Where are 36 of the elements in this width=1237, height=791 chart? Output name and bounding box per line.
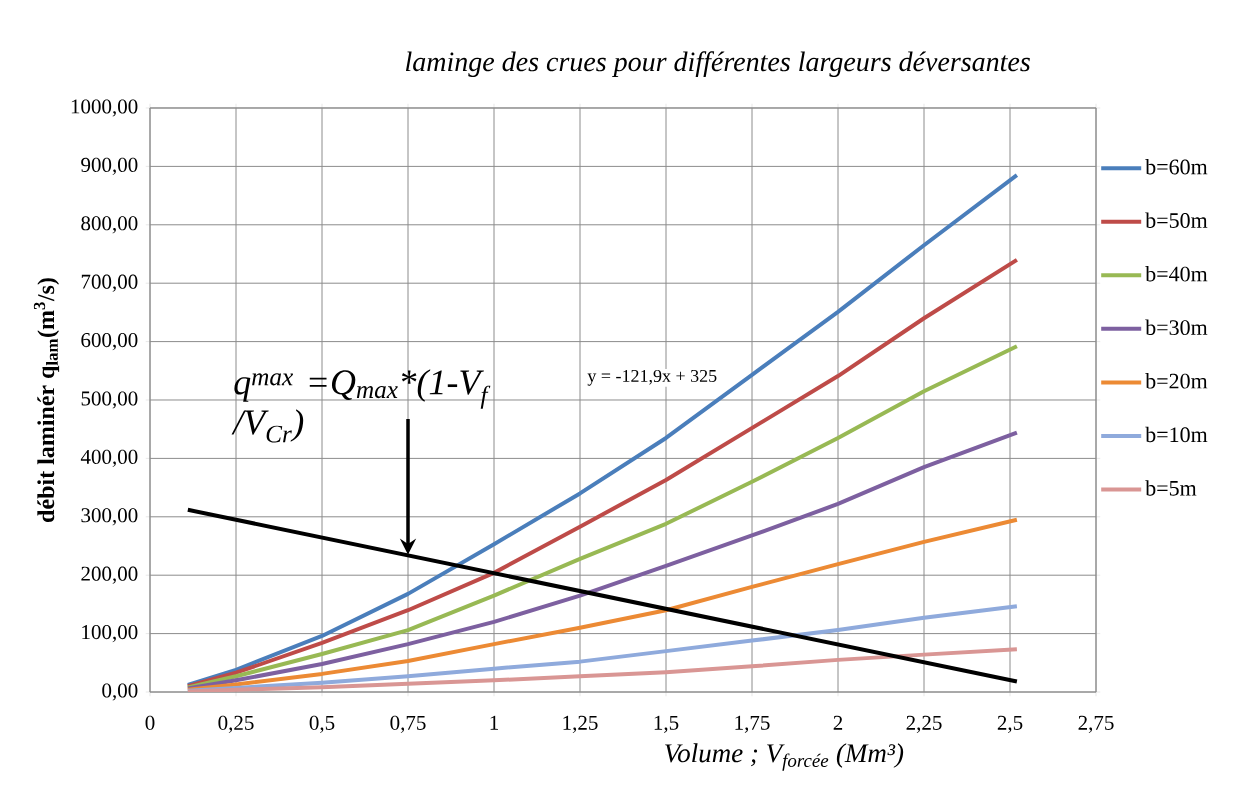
y-tick-label: 100,00 [82, 625, 138, 643]
legend-label: b=5m [1145, 480, 1197, 496]
y-tick-label: 500,00 [81, 391, 138, 409]
x-tick-label: 1 [490, 715, 498, 730]
x-tick-label: 2,75 [1078, 715, 1114, 733]
legend-label: b=60m [1145, 158, 1208, 175]
legend-label: b=50m [1145, 212, 1208, 228]
y-tick-label: 400,00 [80, 449, 138, 467]
y-tick-label: 900,00 [81, 157, 138, 175]
legend-label: b=20m [1145, 373, 1208, 389]
y-tick-label: 800,00 [81, 216, 138, 234]
x-tick-label: 0,25 [218, 715, 254, 733]
y-axis-title: débit laminér q$_{lam}$(m$^{3}$/s) [33, 278, 60, 522]
y-tick-label: 200,00 [81, 566, 138, 584]
y-tick-label: 0,00 [102, 683, 138, 701]
x-tick-label: 1,25 [563, 715, 598, 733]
legend-label: b=30m [1145, 319, 1208, 336]
y-tick-label: 700,00 [81, 274, 138, 292]
x-tick-label: 2,25 [906, 715, 942, 733]
y-tick-label: 300,00 [81, 508, 138, 526]
x-tick-label: 1,75 [735, 715, 770, 733]
y-tick-label: 600,00 [81, 333, 138, 351]
x-tick-label: 0,5 [309, 715, 335, 733]
chart-title: laminge des crues pour différentes largeurs déversantes [405, 51, 1030, 77]
x-tick-label: 1,5 [654, 715, 679, 733]
x-tick-label: 2 [833, 715, 843, 730]
text: q$^{max}$ =Q$_{max}$*(1-V$_{f}$ /V$_{Cr}$) [231, 369, 491, 443]
x-tick-label: 2,5 [997, 715, 1023, 733]
line-series [185, 173, 1019, 687]
x-tick-label: 0,75 [390, 715, 426, 733]
annotation: y = -121,9x + 325 [587, 369, 717, 386]
x-tick-label: 0 [145, 715, 155, 730]
y-tick-label: 1000,00 [71, 99, 138, 117]
legend-label: b=10m [1145, 426, 1208, 443]
legend-label: b=40m [1145, 266, 1208, 282]
x-axis-title: Volume ; V$_{forcée}$ (Mm³) [665, 743, 904, 771]
